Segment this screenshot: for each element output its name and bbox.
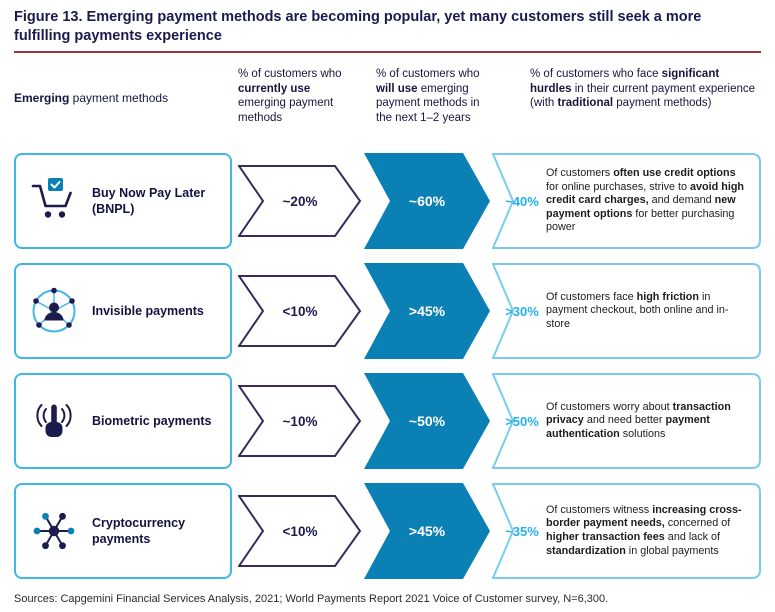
row-cryptocurrency-payments: Cryptocurrency payments <10% >45% ~35% O…: [14, 483, 761, 579]
current-use-value: ~10%: [282, 413, 318, 429]
current-use-value: ~20%: [282, 193, 318, 209]
method-label: Invisible payments: [92, 304, 204, 318]
bnpl-cart-icon: [28, 175, 80, 227]
figure-rows: Buy Now Pay Later (BNPL) ~20% ~60% ~40% …: [14, 153, 761, 579]
invisible-payments-network-icon: [28, 285, 80, 337]
current-use-chevron: ~20%: [238, 165, 362, 237]
future-use-chevron: ~50%: [364, 373, 490, 469]
future-use-value: >45%: [408, 523, 446, 539]
title-divider-rule: [14, 51, 761, 53]
current-use-chevron: ~10%: [238, 385, 362, 457]
future-use-value: ~60%: [408, 193, 446, 209]
current-use-chevron: <10%: [238, 275, 362, 347]
current-use-chevron: <10%: [238, 495, 362, 567]
method-label: Cryptocurrency payments: [92, 516, 186, 546]
future-use-value: >45%: [408, 303, 446, 319]
method-label: Buy Now Pay Later (BNPL): [92, 186, 206, 216]
hurdle-panel: >30% Of customers face high friction in …: [492, 263, 761, 359]
hurdle-panel: ~40% Of customers often use credit optio…: [492, 153, 761, 249]
hurdle-description: Of customers face high friction in payme…: [546, 290, 729, 330]
hurdle-description: Of customers witness increasing cross-bo…: [546, 503, 742, 557]
future-use-value: ~50%: [408, 413, 446, 429]
future-use-chevron: >45%: [364, 263, 490, 359]
cryptocurrency-network-icon: [28, 505, 80, 557]
current-use-value: <10%: [282, 523, 318, 539]
method-card-bnpl: Buy Now Pay Later (BNPL): [14, 153, 232, 249]
figure-title: Figure 13. Emerging payment methods are …: [14, 9, 702, 44]
hurdle-panel: >50% Of customers worry about transactio…: [492, 373, 761, 469]
current-use-value: <10%: [282, 303, 318, 319]
future-use-chevron: ~60%: [364, 153, 490, 249]
source-note: Sources: Capgemini Financial Services An…: [14, 593, 609, 605]
col-header-will-use: % of customers who will use emerging pay…: [376, 68, 480, 124]
row-bnpl: Buy Now Pay Later (BNPL) ~20% ~60% ~40% …: [14, 153, 761, 249]
hurdle-panel: ~35% Of customers witness increasing cro…: [492, 483, 761, 579]
hurdle-value: >50%: [505, 413, 539, 429]
row-invisible-payments: Invisible payments <10% >45% >30% Of cus…: [14, 263, 761, 359]
future-use-chevron: >45%: [364, 483, 490, 579]
column-headers: Emerging payment methods % of customers …: [14, 67, 761, 143]
biometric-touch-icon: [28, 395, 80, 447]
col-header-emerging-methods: Emerging payment methods: [14, 91, 169, 105]
hurdle-description: Of customers worry about transaction pri…: [546, 400, 731, 440]
col-header-hurdles: % of customers who face significant hurd…: [530, 68, 756, 109]
hurdle-value: ~35%: [505, 523, 539, 539]
col-header-currently-use: % of customers who currently use emergin…: [238, 68, 342, 124]
method-card-biometric: Biometric payments: [14, 373, 232, 469]
row-biometric-payments: Biometric payments ~10% ~50% >50% Of cus…: [14, 373, 761, 469]
method-label: Biometric payments: [92, 414, 212, 428]
method-card-crypto: Cryptocurrency payments: [14, 483, 232, 579]
method-card-invisible: Invisible payments: [14, 263, 232, 359]
hurdle-description: Of customers often use credit options fo…: [546, 167, 745, 234]
hurdle-value: >30%: [505, 303, 539, 319]
hurdle-value: ~40%: [505, 193, 539, 209]
